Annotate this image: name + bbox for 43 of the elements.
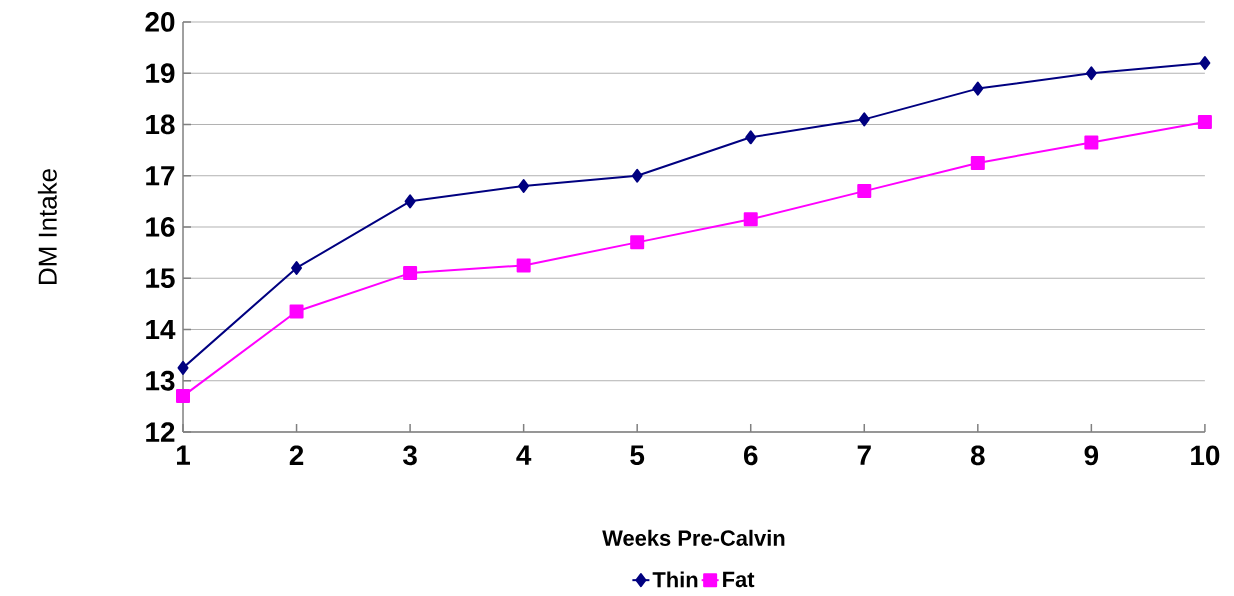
point (1084, 135, 1099, 150)
point (289, 304, 304, 319)
x-tick-label: 2 (289, 445, 304, 465)
x-tick-label: 4 (516, 445, 532, 465)
point (404, 194, 416, 209)
y-tick-label: 13 (146, 370, 175, 391)
x-tick-label: 5 (630, 445, 645, 465)
x-tick-label: 1 (177, 445, 190, 465)
point (516, 258, 531, 273)
point (972, 81, 984, 96)
x-tick-label: 6 (743, 445, 758, 466)
y-tick-label: 15 (146, 268, 175, 288)
legend-label: Fat (723, 571, 755, 588)
x-tick-label: 9 (1084, 445, 1099, 466)
point (858, 112, 870, 127)
y-tick-label: 20 (145, 12, 175, 32)
x-tick-label: 7 (857, 445, 871, 465)
x-axis-title: Weeks Pre-Calvin (602, 529, 785, 546)
y-tick-label: 12 (146, 422, 175, 442)
point (857, 184, 872, 199)
x-tick-label: 10 (1191, 445, 1220, 466)
legend-label: Thin (652, 571, 698, 588)
point (518, 178, 530, 193)
point (176, 389, 191, 404)
point (970, 155, 985, 170)
point (745, 130, 757, 145)
y-tick-label: 16 (146, 217, 175, 237)
y-tick-label: 19 (146, 63, 175, 84)
y-tick-label: 17 (146, 166, 175, 186)
point (630, 235, 645, 250)
point (1199, 55, 1211, 70)
x-tick-label: 8 (970, 445, 985, 466)
point (177, 360, 189, 375)
point (403, 266, 418, 281)
y-tick-label: 14 (146, 319, 176, 340)
point (743, 212, 758, 227)
point (1197, 114, 1212, 129)
y-tick-label: 18 (146, 114, 175, 135)
x-tick-label: 3 (402, 445, 417, 466)
point (1085, 66, 1097, 81)
point (631, 168, 643, 183)
y-axis-title: DM Intake (37, 169, 57, 284)
point (291, 260, 303, 275)
